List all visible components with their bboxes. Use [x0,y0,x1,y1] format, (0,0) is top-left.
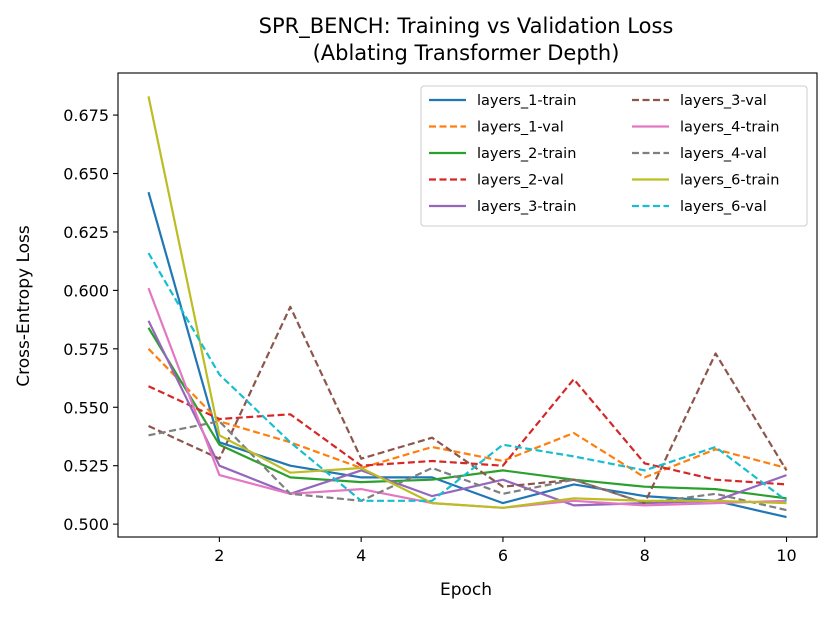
plot-area: 2 4 6 8 10 0.500 0.525 0.550 0.575 0.600 0.625 0.65… [63,72,818,565]
series-line-layers_3-train [147,320,787,507]
x-axis-label: Epoch [440,580,492,600]
legend-label: layers_6-val [680,199,767,215]
legend-label: layers_2-train [477,146,576,162]
y-tick-label: 0.675 [63,106,109,125]
legend-label: layers_4-train [680,120,779,136]
legend-label: layers_3-train [477,199,576,215]
legend-label: layers_1-val [477,120,564,136]
legend-label: layers_1-train [477,93,576,109]
y-tick-label: 0.500 [63,515,109,534]
legend-label: layers_4-val [680,146,767,162]
x-tick-label: 10 [776,546,796,565]
series-line-layers_2-train [147,327,787,500]
x-tick-label: 8 [640,546,650,565]
legend-box [420,85,808,227]
y-tick-label: 0.600 [63,281,109,300]
legend-label: layers_3-val [680,93,767,109]
y-tick-label: 0.525 [63,457,109,476]
y-tick-label: 0.625 [63,223,109,242]
y-tick-label: 0.550 [63,398,109,417]
series-line-layers_1-val [147,348,787,479]
plot-frame [117,72,818,538]
x-tick-label: 4 [356,546,366,565]
series-line-layers_3-val [148,305,788,505]
y-tick-label: 0.575 [63,340,109,359]
x-tick-label: 6 [498,546,508,565]
legend: layers_1-train layers_1-val layers_2-train… [420,85,808,227]
x-tick-label: 2 [214,546,224,565]
series-line-layers_6-val [147,252,788,502]
series-line-layers_2-val [148,378,787,486]
legend-label: layers_6-train [680,173,779,189]
series-line-layers_6-train [147,96,787,509]
y-tick-label: 0.650 [63,165,109,184]
legend-label: layers_2-val [477,173,564,189]
series-line-layers_1-train [147,191,787,519]
chart-subtitle: (Ablating Transformer Depth) [313,41,620,65]
y-axis-label: Cross-Entropy Loss [14,225,34,387]
chart-title: SPR_BENCH: Training vs Validation Loss [259,14,674,39]
series-line-layers_4-val [148,420,787,512]
